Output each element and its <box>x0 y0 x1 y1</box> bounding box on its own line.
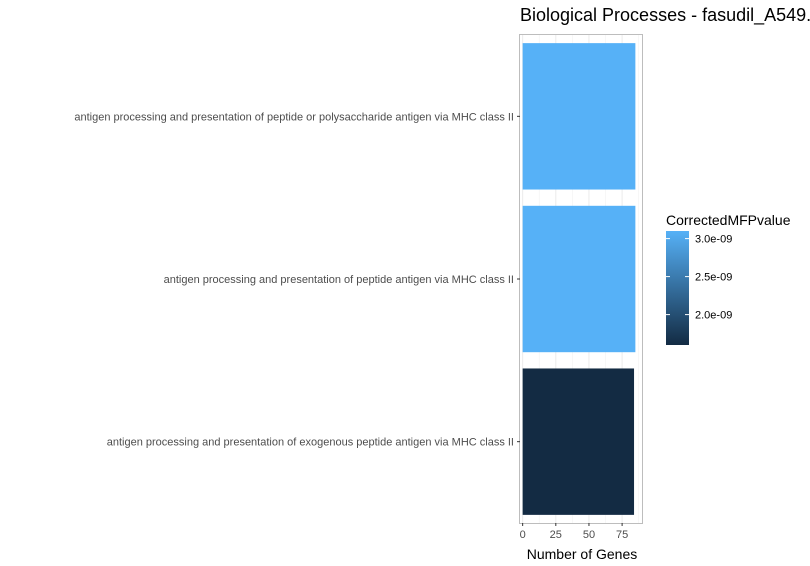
chart-title: Biological Processes - fasudil_A549. <box>520 5 810 26</box>
category-label: antigen processing and presentation of p… <box>164 274 514 286</box>
x-tick-label: 50 <box>583 529 595 541</box>
x-axis-ticks: 0 25 50 75 <box>520 523 628 541</box>
x-tick-label: 25 <box>550 529 562 541</box>
bar <box>522 43 636 190</box>
bar <box>522 368 635 515</box>
bar <box>522 205 636 353</box>
legend-tick-label: 3.0e-09 <box>695 234 732 246</box>
x-tick-label: 75 <box>616 529 628 541</box>
x-axis-title: Number of Genes <box>527 546 638 562</box>
legend-ticks: 3.0e-09 2.5e-09 2.0e-09 <box>666 234 732 322</box>
category-label: antigen processing and presentation of e… <box>107 437 514 449</box>
legend: CorrectedMFPvalue 3.0e-09 2.5e-09 2.0e-09 <box>666 212 791 345</box>
category-label: antigen processing and presentation of p… <box>74 111 514 123</box>
legend-tick-label: 2.5e-09 <box>695 272 732 284</box>
category-labels: antigen processing and presentation of p… <box>74 111 520 449</box>
legend-colorbar <box>666 231 689 345</box>
legend-title: CorrectedMFPvalue <box>666 212 791 228</box>
bars <box>522 43 636 515</box>
legend-tick-label: 2.0e-09 <box>695 310 732 322</box>
x-tick-label: 0 <box>520 529 526 541</box>
